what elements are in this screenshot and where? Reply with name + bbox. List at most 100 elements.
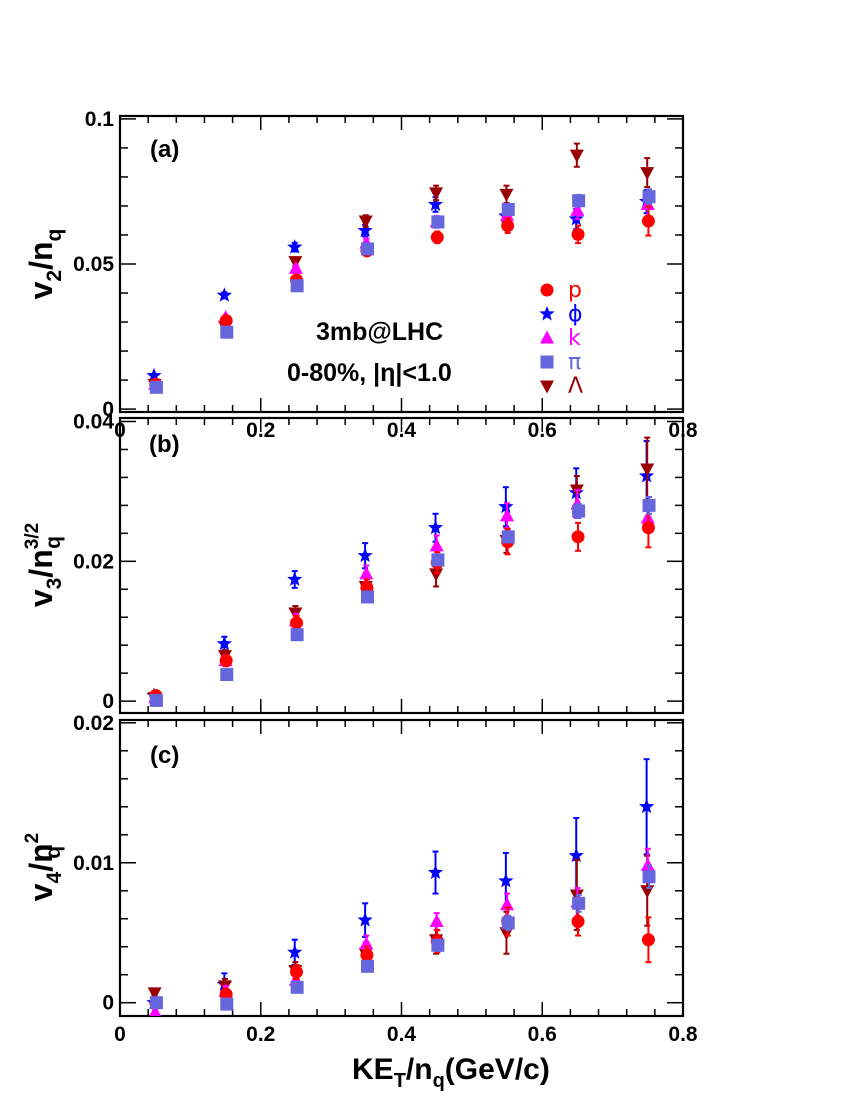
data-point-p <box>360 948 374 962</box>
panel-tag: (b) <box>149 431 180 458</box>
data-point-p <box>219 314 233 328</box>
data-point-pi <box>572 896 586 910</box>
panel-tag: (a) <box>150 136 179 163</box>
legend-marker-phi <box>539 306 555 321</box>
data-point-phi <box>357 547 373 563</box>
data-point-pi <box>290 628 304 642</box>
data-point-phi <box>568 847 584 863</box>
data-point-lambda <box>640 167 655 181</box>
data-point-pi <box>220 997 234 1011</box>
data-point-phi <box>357 222 373 238</box>
data-point-lambda <box>499 188 514 202</box>
data-point-pi <box>361 242 375 256</box>
data-point-phi <box>498 498 514 514</box>
y-axis-title: v4/n2q <box>22 833 66 902</box>
data-point-phi <box>216 635 232 651</box>
legend-entry-phi: ϕ <box>539 302 583 327</box>
data-point-k <box>149 1005 162 1016</box>
legend-entry-p: p <box>540 278 582 303</box>
legend-label-pi: π <box>568 350 581 375</box>
y-tick-label: 0 <box>102 992 114 1015</box>
data-point-p <box>571 227 585 241</box>
panel-c: 0 0.01 0.02 0 0.2 0.4 0.6 0.8 (c) v4/n2q <box>22 712 698 1046</box>
data-point-pi <box>431 938 445 952</box>
data-point-lambda <box>147 987 162 1001</box>
panel-b: 0 0.02 0.04 (b) v3/n3/2q <box>22 410 685 715</box>
data-point-pi <box>290 980 304 994</box>
data-point-pi <box>149 380 163 394</box>
data-point-phi <box>146 367 162 383</box>
data-point-phi <box>287 239 303 254</box>
data-point-pi <box>361 959 375 973</box>
data-point-pi <box>431 215 445 229</box>
data-point-phi <box>287 944 303 959</box>
legend-marker-k <box>540 330 554 344</box>
data-point-p <box>290 965 304 979</box>
legend-marker-p <box>540 283 554 297</box>
data-point-pi <box>501 530 515 544</box>
data-point-pi <box>572 194 586 208</box>
panels: 00.050.100.20.40.60.8(a)v2/nq00.020.04(b… <box>22 108 698 1046</box>
data-point-p <box>641 214 655 228</box>
data-point-p <box>571 915 585 929</box>
data-point-pi <box>220 668 234 682</box>
data-point-phi <box>357 912 373 927</box>
data-point-k <box>500 508 515 522</box>
series-pi <box>149 495 656 707</box>
data-point-pi <box>572 504 586 518</box>
data-point-p <box>501 219 515 233</box>
legend-label-p: p <box>568 278 582 303</box>
x-tick-label: 0 <box>114 1023 126 1046</box>
data-point-k <box>429 538 444 552</box>
data-point-lambda <box>569 149 584 163</box>
data-point-p <box>430 230 444 244</box>
plot-frame <box>118 416 685 715</box>
plot-frame <box>118 718 685 1018</box>
data-point-pi <box>642 870 656 884</box>
data-point-p <box>641 521 655 535</box>
legend-label-k: k <box>568 326 581 351</box>
data-point-pi <box>431 553 445 567</box>
panel-a: 00.050.100.20.40.60.8(a)v2/nq <box>23 108 698 442</box>
legend-entry-lambda: Λ <box>540 374 583 399</box>
series-pi <box>149 188 656 394</box>
y-tick-label: 0.02 <box>73 712 114 735</box>
data-point-phi <box>639 798 655 814</box>
legend-label-lambda: Λ <box>568 374 583 399</box>
data-point-phi <box>427 864 444 880</box>
data-point-p <box>641 933 655 947</box>
data-point-phi <box>427 196 444 211</box>
legend-entry-k: k <box>540 326 581 351</box>
data-point-k <box>359 566 374 580</box>
data-point-pi <box>149 996 163 1010</box>
data-point-pi <box>642 498 656 512</box>
legend-marker-lambda <box>540 380 554 394</box>
y-tick-label: 0 <box>102 398 114 421</box>
y-axis-title: v3/n3/2q <box>22 523 66 607</box>
series-p <box>149 906 655 1010</box>
y-tick-label: 0.01 <box>73 852 114 875</box>
annotation-line2: 0-80%, |η|<1.0 <box>287 359 452 387</box>
data-point-pi <box>290 279 304 293</box>
data-layer <box>146 436 656 707</box>
data-point-phi <box>216 287 232 302</box>
data-layer <box>146 142 656 394</box>
y-axis-title: v2/nq <box>23 229 66 300</box>
data-point-pi <box>361 590 375 604</box>
y-tick-label: 0 <box>102 690 114 713</box>
y-tick-label: 0.04 <box>73 410 114 433</box>
x-tick-label: 0.6 <box>528 1023 557 1046</box>
data-layer <box>146 758 656 1016</box>
series-pi <box>149 864 656 1011</box>
data-point-lambda <box>640 463 655 477</box>
series-phi <box>146 758 655 1010</box>
data-point-pi <box>149 693 163 707</box>
data-point-lambda <box>358 215 373 229</box>
data-point-pi <box>642 190 656 204</box>
data-point-lambda <box>429 568 444 582</box>
data-point-p <box>219 987 233 1001</box>
y-tick-label: 0.1 <box>85 108 115 131</box>
plot-frame <box>118 114 685 414</box>
data-point-pi <box>501 202 515 216</box>
